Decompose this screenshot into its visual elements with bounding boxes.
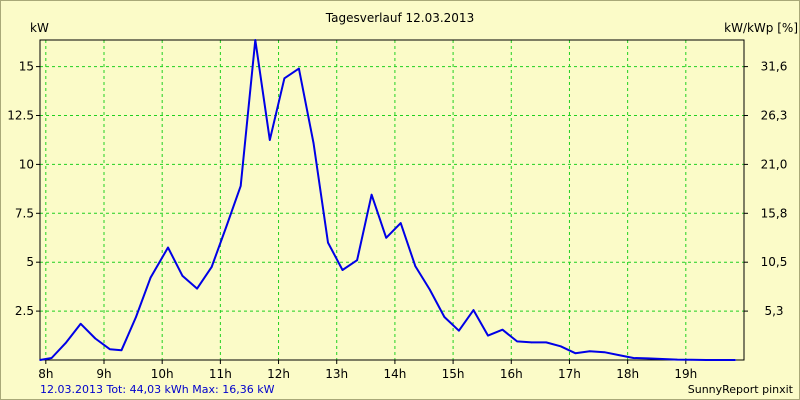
x-tick-label: 8h — [38, 367, 53, 381]
data-point — [254, 39, 257, 41]
data-point — [79, 323, 82, 325]
data-point — [574, 352, 577, 354]
data-point — [341, 269, 344, 271]
y-axis-left-label: kW — [30, 21, 49, 35]
data-point — [661, 358, 664, 360]
data-point — [225, 226, 227, 228]
grid — [40, 40, 744, 360]
data-point — [298, 67, 300, 70]
data-point — [705, 359, 707, 361]
chart-title: Tagesverlauf 12.03.2013 — [325, 11, 474, 25]
data-point — [196, 287, 198, 290]
data-point — [719, 359, 722, 361]
y-tick-label-right: 10,5 — [761, 255, 788, 269]
data-point — [647, 357, 649, 360]
data-point — [472, 309, 475, 311]
data-point — [167, 246, 169, 249]
data-point — [516, 340, 518, 343]
y-tick-label-right: 21,0 — [761, 157, 788, 171]
y-tick-label-right: 5,3 — [764, 304, 783, 318]
data-point — [94, 337, 97, 340]
data-point — [312, 142, 315, 144]
data-point — [385, 236, 387, 239]
data-point — [618, 354, 620, 356]
y-tick-label-left: 10 — [19, 157, 34, 171]
data-point — [487, 334, 489, 337]
plot-border — [39, 39, 745, 361]
data-point — [545, 341, 547, 344]
y-tick-label-left: 12.5 — [7, 109, 34, 123]
brand-text: SunnyReport pinxit — [688, 383, 794, 396]
y-tick-label-right: 26,3 — [761, 109, 788, 123]
data-point — [149, 277, 152, 279]
data-point — [458, 329, 460, 332]
data-point — [690, 359, 693, 361]
data-point — [734, 359, 737, 361]
x-tick-label: 17h — [558, 367, 581, 381]
y-tick-label-right: 31,6 — [761, 60, 788, 74]
data-point — [39, 359, 41, 361]
data-point — [370, 193, 373, 196]
data-point — [283, 77, 286, 80]
x-tick-label: 19h — [674, 367, 697, 381]
data-point — [269, 139, 271, 141]
data-point — [559, 345, 562, 348]
data-point — [501, 328, 504, 331]
data-point — [399, 222, 402, 224]
x-tick-label: 15h — [442, 367, 465, 381]
data-point — [135, 316, 137, 318]
y-tick-label-left: 7.5 — [15, 206, 34, 220]
data-point — [181, 275, 184, 277]
plot-marks — [36, 39, 748, 364]
data-point — [327, 241, 329, 244]
data-point — [603, 351, 606, 353]
data-point — [632, 357, 635, 359]
x-tick-label: 10h — [151, 367, 174, 381]
y-tick-label-left: 15 — [19, 60, 34, 74]
x-tick-label: 12h — [267, 367, 290, 381]
data-point — [589, 350, 591, 352]
x-tick-label: 16h — [500, 367, 523, 381]
data-point — [443, 316, 446, 318]
y-tick-label-right: 15,8 — [761, 206, 788, 220]
y-tick-label-left: 5 — [26, 255, 34, 269]
data-point — [429, 288, 431, 291]
x-tick-label: 14h — [383, 367, 406, 381]
y-axis-right-label: kW/kWp [%] — [724, 21, 798, 35]
data-point — [120, 349, 123, 352]
data-point — [210, 266, 213, 268]
data-point — [414, 265, 417, 267]
x-tick-label: 11h — [209, 367, 232, 381]
data-point — [65, 341, 67, 344]
series-line — [39, 39, 736, 361]
data-point — [50, 357, 53, 359]
summary-text: 12.03.2013 Tot: 44,03 kWh Max: 16,36 kW — [40, 383, 275, 396]
x-tick-label: 9h — [96, 367, 111, 381]
x-tick-label: 13h — [325, 367, 348, 381]
data-point — [530, 341, 533, 344]
data-point — [676, 358, 678, 361]
data-point — [239, 185, 242, 187]
data-point — [356, 259, 358, 262]
data-point — [109, 348, 111, 351]
x-tick-label: 18h — [616, 367, 639, 381]
y-tick-label-left: 2.5 — [15, 304, 34, 318]
